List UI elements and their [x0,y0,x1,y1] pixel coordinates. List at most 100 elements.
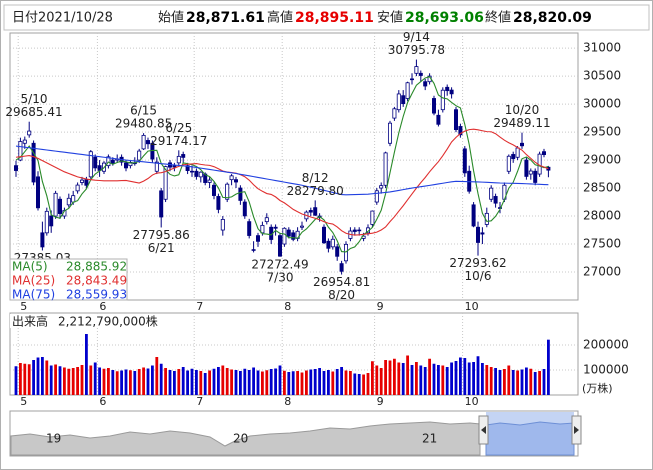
candle-body [511,154,516,160]
field-label: 安値 [377,10,403,26]
field-label: 終値 [485,10,511,26]
volume-bar [49,365,53,395]
candle-body [453,109,458,131]
volume-bar [507,365,511,395]
annotation-value: 29489.11 [493,116,550,130]
volume-bar [516,370,519,395]
volume-bar [107,368,110,395]
candle-body [145,140,150,145]
volume-bar [129,370,132,395]
candle-body [396,93,401,111]
candle-body [88,151,93,178]
candle-body [189,170,194,173]
volume-bar [36,357,40,395]
volume-bar [393,358,396,395]
volume-bar [489,367,493,395]
volume-bar [151,365,154,395]
annotation-date: 5/10 [21,92,48,106]
volume-bar [423,367,427,395]
annotation-date: 9/14 [403,30,430,44]
candle-body [277,235,282,257]
volume-bar [344,370,348,395]
annotation-value: 29685.41 [5,105,62,119]
volume-bar [45,360,49,395]
volume-bar [520,369,524,395]
candle-body [326,240,331,249]
volume-bar [159,363,163,395]
volume-bar [212,368,216,395]
candle-body [520,142,525,147]
volume-bar [309,369,313,395]
volume-bar [410,365,414,395]
volume-bar [362,374,365,395]
candle-body [251,249,256,251]
x-tick-label: 7 [196,300,203,313]
y-tick-label: 30000 [583,97,621,111]
volume-bar [32,360,35,395]
volume-bar [459,357,462,395]
volume-bar [388,360,392,395]
field-value: 28,820.09 [513,10,592,26]
volume-bar [529,368,533,395]
volume-bar [432,363,436,395]
x-tick-label: 5 [20,395,27,408]
candle-body [220,218,225,231]
volume-bar [287,372,291,395]
annotation-date: 8/12 [302,171,329,185]
candle-body [449,89,454,95]
candle-body [124,162,129,169]
candle-body [31,142,36,183]
x-tick-label: 6 [99,395,106,408]
header-box [3,4,650,31]
legend-value: 28,843.49 [66,274,127,288]
grid [10,33,578,395]
volume-bar [195,370,198,395]
volume-bar [199,371,203,395]
x-tick-label: 7 [196,395,203,408]
candle-body [225,183,230,200]
volume-bar [353,373,357,395]
candle-body [185,165,190,171]
ma-legend-box [9,258,128,301]
volume-bar [401,363,405,395]
volume-bar [252,367,255,395]
volume-bar [406,355,409,395]
candle-body [489,187,494,200]
x-tick-label: 8 [284,395,291,408]
candle-body [405,82,410,99]
volume-bar [247,370,251,395]
candle-body [321,226,326,244]
volume-bar [85,334,88,395]
volume-bar [476,356,480,395]
volume-bar [335,369,339,395]
annotation-value: 30795.78 [388,43,445,57]
candle-body [93,156,98,169]
volume-bar [313,369,317,395]
volume-bar [23,363,27,395]
volume-bar [54,364,57,395]
volume-bar [300,372,304,395]
ma-line [15,76,549,253]
volume-bar [533,372,537,395]
volume-bar [291,371,295,395]
volume-bar [511,370,515,395]
volume-bar [217,367,220,395]
candle-body [352,229,357,232]
candle-body [13,165,18,171]
volume-tick-label: 200000 [583,338,629,352]
annotation-date: 6/25 [165,121,192,135]
volume-bar [472,362,475,395]
candle-body [154,161,159,172]
volume-bar [397,362,401,395]
annotation-value: 29480.85 [115,117,172,131]
candle-body [198,171,203,178]
volume-bar [181,367,185,395]
volume-bar [454,361,458,395]
candle-body [66,197,71,206]
volume-bar [80,365,84,395]
candle-body [414,66,419,74]
candle-body [471,204,476,227]
volume-bar [115,371,119,395]
candle-body [18,141,23,161]
y-tick-label: 30500 [583,69,621,83]
